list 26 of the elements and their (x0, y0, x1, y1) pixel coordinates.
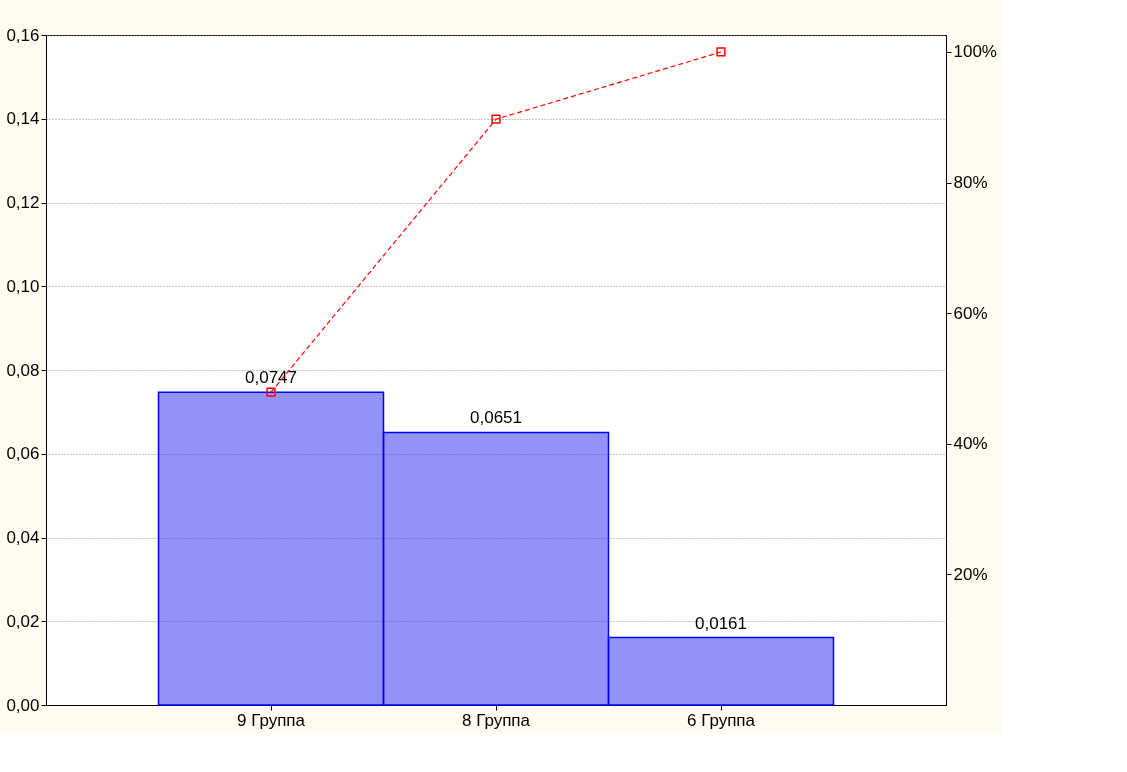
point (716, 47, 726, 57)
y-tick-label: 0,16 (6, 25, 40, 45)
bar (382, 431, 610, 706)
y-tick-label: 0,04 (6, 528, 40, 547)
bar (607, 636, 835, 706)
y-tick-label: 0,12 (6, 193, 40, 212)
point (491, 114, 501, 124)
y2-tick-label: 80% (953, 173, 988, 193)
y-tick-label: 0,08 (6, 360, 40, 380)
x-tick-label: 6 Группа (686, 710, 756, 730)
data-label: 0,0651 (470, 408, 522, 428)
y2-tick-label: 60% (953, 303, 988, 323)
y-tick-label: 0,14 (6, 109, 40, 129)
y-tick-label: 0,06 (6, 444, 40, 464)
y-tick-label: 0,10 (6, 276, 40, 296)
y2-tick-label: 20% (953, 564, 988, 584)
x-tick-label: 9 Группа (236, 710, 306, 730)
bar (157, 391, 385, 706)
data-label: 0,0747 (245, 368, 297, 388)
y2-tick-label: 100% (953, 42, 997, 62)
point (266, 387, 276, 397)
y-tick-label: 0,02 (6, 611, 40, 631)
data-label: 0,0161 (695, 613, 747, 633)
x-tick-label: 8 Группа (461, 710, 531, 730)
y2-tick-label: 40% (953, 434, 988, 454)
y-tick-label: 0,00 (6, 695, 40, 715)
